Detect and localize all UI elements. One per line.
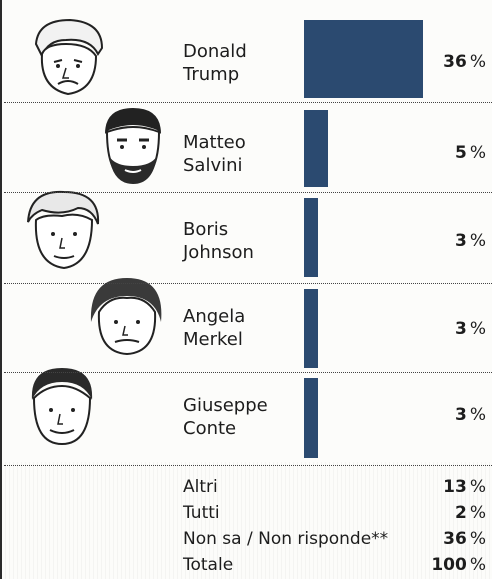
value-label-johnson: 3% <box>455 231 486 251</box>
conte-portrait <box>31 368 93 446</box>
other-value-non-sa: 36% <box>443 529 486 549</box>
paper-texture <box>2 462 492 579</box>
bar-salvini <box>304 110 328 187</box>
row-divider <box>4 102 492 103</box>
category-label-merkel: Angela Merkel <box>183 306 246 350</box>
row-divider <box>4 283 492 284</box>
bar-conte <box>304 378 318 458</box>
bar-merkel <box>304 289 318 368</box>
trump-portrait <box>34 18 104 96</box>
value-label-conte: 3% <box>455 405 486 425</box>
category-label-trump: Donald Trump <box>183 41 247 85</box>
row-divider <box>4 192 492 193</box>
category-label-conte: Giuseppe Conte <box>183 395 268 439</box>
other-label-non-sa: Non sa / Non risponde** <box>183 529 389 549</box>
johnson-portrait <box>27 190 100 270</box>
value-label-merkel: 3% <box>455 319 486 339</box>
value-label-salvini: 5% <box>455 143 486 163</box>
other-label-totale: Totale <box>183 555 234 575</box>
value-label-trump: 36% <box>443 52 486 72</box>
other-label-tutti: Tutti <box>183 503 220 523</box>
other-value-tutti: 2% <box>455 503 486 523</box>
row-divider <box>4 465 492 466</box>
merkel-portrait <box>90 278 162 356</box>
other-value-totale: 100% <box>431 555 486 575</box>
category-label-salvini: Matteo Salvini <box>183 132 246 176</box>
salvini-portrait <box>105 108 161 184</box>
bar-johnson <box>304 198 318 277</box>
other-value-altri: 13% <box>443 477 486 497</box>
bar-trump <box>304 20 423 98</box>
other-label-altri: Altri <box>183 477 218 497</box>
row-divider <box>4 372 492 373</box>
category-label-johnson: Boris Johnson <box>183 219 254 263</box>
